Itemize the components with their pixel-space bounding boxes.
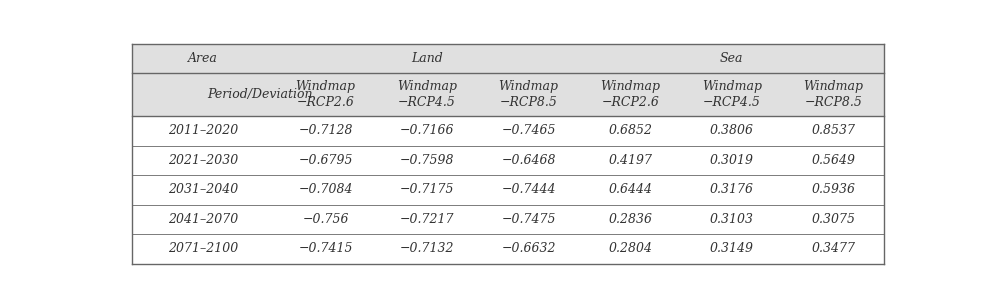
Text: 0.4197: 0.4197 xyxy=(608,154,652,167)
Text: −0.6468: −0.6468 xyxy=(501,154,556,167)
Text: −0.7465: −0.7465 xyxy=(501,124,556,137)
Bar xyxy=(132,205,884,234)
Text: Period/Deviation: Period/Deviation xyxy=(207,88,312,101)
Text: −0.7128: −0.7128 xyxy=(298,124,353,137)
Text: −0.7166: −0.7166 xyxy=(399,124,454,137)
Text: Windmap
−RCP2.6: Windmap −RCP2.6 xyxy=(601,80,660,109)
Text: −0.6632: −0.6632 xyxy=(501,242,556,255)
Text: 0.3075: 0.3075 xyxy=(812,213,855,226)
Text: 2021–2030: 2021–2030 xyxy=(168,154,238,167)
Text: 0.5936: 0.5936 xyxy=(812,183,855,196)
Text: 0.8537: 0.8537 xyxy=(812,124,855,137)
Bar xyxy=(132,43,884,73)
Text: 0.3806: 0.3806 xyxy=(710,124,754,137)
Text: Windmap
−RCP4.5: Windmap −RCP4.5 xyxy=(397,80,457,109)
Text: 0.6852: 0.6852 xyxy=(608,124,652,137)
Text: 0.3149: 0.3149 xyxy=(710,242,754,255)
Text: Windmap
−RCP2.6: Windmap −RCP2.6 xyxy=(295,80,356,109)
Text: −0.7175: −0.7175 xyxy=(399,183,454,196)
Bar xyxy=(132,116,884,146)
Bar xyxy=(132,146,884,175)
Text: 2071–2100: 2071–2100 xyxy=(168,242,238,255)
Text: 0.3176: 0.3176 xyxy=(710,183,754,196)
Text: −0.7217: −0.7217 xyxy=(399,213,454,226)
Text: 0.3019: 0.3019 xyxy=(710,154,754,167)
Text: Windmap
−RCP8.5: Windmap −RCP8.5 xyxy=(498,80,559,109)
Text: −0.756: −0.756 xyxy=(302,213,349,226)
Text: Land: Land xyxy=(411,52,443,65)
Text: −0.7132: −0.7132 xyxy=(399,242,454,255)
Text: Windmap
−RCP4.5: Windmap −RCP4.5 xyxy=(702,80,762,109)
Text: Area: Area xyxy=(188,52,218,65)
Text: 0.5649: 0.5649 xyxy=(812,154,855,167)
Text: Windmap
−RCP8.5: Windmap −RCP8.5 xyxy=(804,80,863,109)
Bar xyxy=(132,175,884,205)
Text: 0.6444: 0.6444 xyxy=(608,183,652,196)
Bar xyxy=(132,73,884,116)
Text: −0.6795: −0.6795 xyxy=(298,154,353,167)
Bar xyxy=(132,234,884,264)
Text: 0.3477: 0.3477 xyxy=(812,242,855,255)
Text: 0.2836: 0.2836 xyxy=(608,213,652,226)
Text: 2011–2020: 2011–2020 xyxy=(168,124,238,137)
Text: −0.7415: −0.7415 xyxy=(298,242,353,255)
Text: 0.2804: 0.2804 xyxy=(608,242,652,255)
Text: 0.3103: 0.3103 xyxy=(710,213,754,226)
Text: −0.7444: −0.7444 xyxy=(501,183,556,196)
Text: 2041–2070: 2041–2070 xyxy=(168,213,238,226)
Bar xyxy=(132,43,275,73)
Text: 2031–2040: 2031–2040 xyxy=(168,183,238,196)
Text: −0.7598: −0.7598 xyxy=(399,154,454,167)
Text: Sea: Sea xyxy=(720,52,743,65)
Text: −0.7084: −0.7084 xyxy=(298,183,353,196)
Text: −0.7475: −0.7475 xyxy=(501,213,556,226)
